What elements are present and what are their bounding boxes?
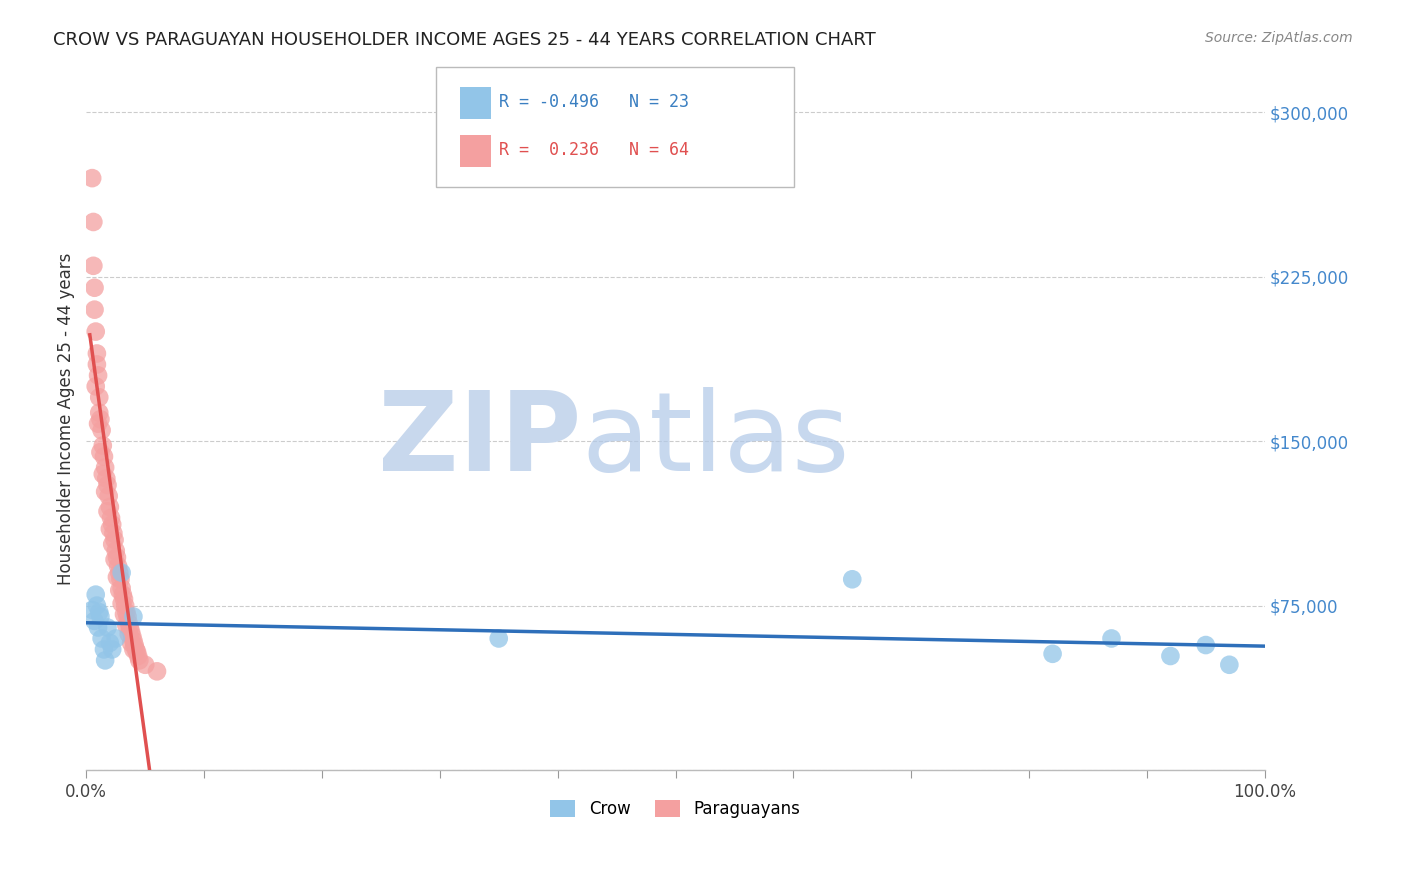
Point — [83, 302, 105, 317]
Point — [111, 581, 134, 595]
Point — [89, 605, 111, 619]
Text: ZIP: ZIP — [378, 387, 581, 494]
Point — [89, 609, 111, 624]
Point — [96, 504, 118, 518]
Point — [90, 632, 112, 646]
Point — [89, 412, 111, 426]
Point — [98, 636, 121, 650]
Point — [121, 629, 143, 643]
Point — [82, 171, 104, 186]
Point — [112, 607, 135, 622]
Point — [115, 618, 138, 632]
Point — [87, 620, 110, 634]
Point — [86, 346, 108, 360]
Point — [124, 638, 146, 652]
Point — [118, 620, 141, 634]
Point — [103, 552, 125, 566]
Text: R =  0.236   N = 64: R = 0.236 N = 64 — [499, 141, 689, 159]
Point — [118, 627, 141, 641]
Point — [105, 550, 128, 565]
Point — [93, 642, 115, 657]
Point — [82, 603, 104, 617]
Point — [91, 439, 114, 453]
Point — [146, 665, 169, 679]
Point — [107, 559, 129, 574]
Text: CROW VS PARAGUAYAN HOUSEHOLDER INCOME AGES 25 - 44 YEARS CORRELATION CHART: CROW VS PARAGUAYAN HOUSEHOLDER INCOME AG… — [53, 31, 876, 49]
Point — [110, 572, 132, 586]
Point — [98, 522, 121, 536]
Point — [108, 583, 131, 598]
Point — [82, 215, 104, 229]
Point — [105, 570, 128, 584]
Point — [101, 517, 124, 532]
Point — [97, 489, 120, 503]
Point — [93, 450, 115, 464]
Point — [103, 526, 125, 541]
Point — [96, 478, 118, 492]
Point — [84, 379, 107, 393]
Point — [103, 533, 125, 547]
Point — [96, 620, 118, 634]
Point — [104, 543, 127, 558]
Point — [128, 653, 150, 667]
Point — [87, 368, 110, 383]
Point — [82, 259, 104, 273]
Y-axis label: Householder Income Ages 25 - 44 years: Householder Income Ages 25 - 44 years — [58, 253, 75, 585]
Point — [125, 642, 148, 657]
Point — [117, 609, 139, 624]
Point — [120, 624, 142, 639]
Point — [127, 648, 149, 663]
Point — [101, 537, 124, 551]
Point — [488, 632, 510, 646]
Point — [87, 417, 110, 431]
Point — [122, 642, 145, 657]
Point — [841, 572, 863, 586]
Point — [89, 445, 111, 459]
Point — [125, 645, 148, 659]
Point — [83, 614, 105, 628]
Point — [122, 633, 145, 648]
Point — [1042, 647, 1064, 661]
Point — [111, 596, 134, 610]
Point — [86, 358, 108, 372]
Point — [1195, 638, 1218, 652]
Point — [94, 460, 117, 475]
Point — [111, 566, 134, 580]
Point — [89, 406, 111, 420]
Point — [134, 657, 156, 672]
Point — [86, 599, 108, 613]
Text: R = -0.496   N = 23: R = -0.496 N = 23 — [499, 93, 689, 111]
Point — [120, 636, 142, 650]
Point — [89, 390, 111, 404]
Point — [90, 423, 112, 437]
Point — [118, 616, 141, 631]
Point — [108, 566, 131, 580]
Point — [1159, 648, 1181, 663]
Legend: Crow, Paraguayans: Crow, Paraguayans — [544, 793, 807, 825]
Point — [91, 467, 114, 481]
Point — [98, 500, 121, 514]
Point — [122, 609, 145, 624]
Point — [1101, 632, 1123, 646]
Point — [101, 642, 124, 657]
Point — [84, 588, 107, 602]
Point — [111, 588, 134, 602]
Point — [1218, 657, 1240, 672]
Point — [114, 599, 136, 613]
Point — [83, 281, 105, 295]
Point — [94, 653, 117, 667]
Point — [104, 632, 127, 646]
Point — [84, 325, 107, 339]
Point — [100, 511, 122, 525]
Point — [115, 605, 138, 619]
Point — [96, 471, 118, 485]
Point — [94, 484, 117, 499]
Text: Source: ZipAtlas.com: Source: ZipAtlas.com — [1205, 31, 1353, 45]
Text: atlas: atlas — [581, 387, 849, 494]
Point — [112, 592, 135, 607]
